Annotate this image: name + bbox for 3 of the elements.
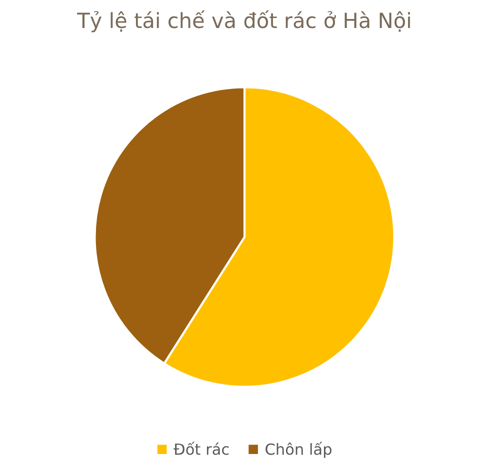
- legend-label: Chôn lấp: [266, 442, 332, 458]
- chart-title: Tỷ lệ tái chế và đốt rác ở Hà Nội: [77, 10, 410, 32]
- legend-label: Đốt rác: [174, 442, 229, 455]
